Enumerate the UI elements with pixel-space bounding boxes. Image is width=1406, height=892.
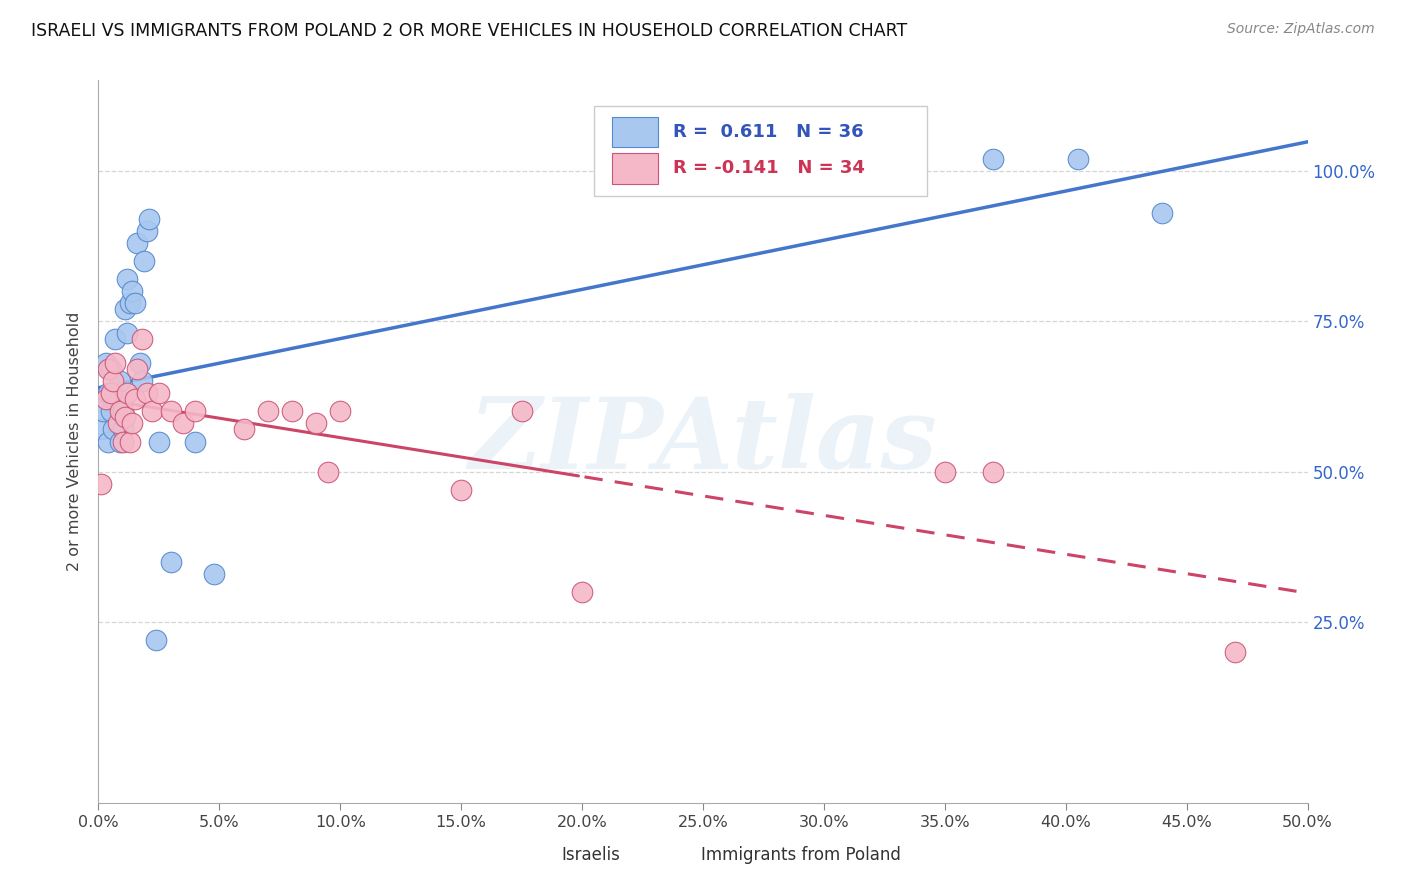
Point	[121, 417, 143, 431]
Point	[510, 404, 533, 418]
Point	[450, 483, 472, 497]
Point	[108, 404, 131, 418]
Point	[108, 374, 131, 388]
Point	[107, 417, 129, 431]
Point	[232, 422, 254, 436]
Point	[97, 386, 120, 401]
Point	[91, 404, 114, 418]
Point	[94, 356, 117, 370]
Point	[111, 422, 134, 436]
Point	[104, 332, 127, 346]
Text: ZIPAtlas: ZIPAtlas	[468, 393, 938, 490]
Point	[111, 434, 134, 449]
Point	[124, 392, 146, 407]
Text: R = -0.141   N = 34: R = -0.141 N = 34	[672, 160, 865, 178]
Point	[131, 374, 153, 388]
Point	[124, 296, 146, 310]
Point	[107, 392, 129, 407]
Point	[118, 434, 141, 449]
FancyBboxPatch shape	[527, 844, 554, 865]
Point	[184, 434, 207, 449]
FancyBboxPatch shape	[613, 117, 658, 147]
Point	[256, 404, 278, 418]
Point	[160, 555, 183, 569]
Point	[148, 386, 170, 401]
Text: ISRAELI VS IMMIGRANTS FROM POLAND 2 OR MORE VEHICLES IN HOUSEHOLD CORRELATION CH: ISRAELI VS IMMIGRANTS FROM POLAND 2 OR M…	[31, 22, 907, 40]
Point	[329, 404, 352, 418]
Point	[134, 253, 156, 268]
Point	[114, 410, 136, 425]
Point	[100, 404, 122, 418]
Text: Israelis: Israelis	[561, 846, 620, 863]
Point	[117, 272, 139, 286]
Point	[94, 392, 117, 407]
Point	[100, 362, 122, 376]
Point	[141, 404, 163, 418]
Point	[118, 296, 141, 310]
Y-axis label: 2 or more Vehicles in Household: 2 or more Vehicles in Household	[67, 312, 83, 571]
Point	[97, 434, 120, 449]
Point	[571, 585, 593, 599]
Point	[145, 633, 167, 648]
Point	[204, 567, 226, 582]
Point	[131, 332, 153, 346]
FancyBboxPatch shape	[613, 153, 658, 184]
Point	[281, 404, 304, 418]
Point	[305, 417, 328, 431]
Point	[90, 422, 112, 436]
Point	[934, 465, 956, 479]
Point	[160, 404, 183, 418]
Point	[138, 211, 160, 226]
FancyBboxPatch shape	[666, 844, 693, 865]
Point	[172, 417, 194, 431]
Point	[104, 356, 127, 370]
Text: R =  0.611   N = 36: R = 0.611 N = 36	[672, 123, 863, 141]
Point	[117, 386, 139, 401]
Point	[114, 301, 136, 316]
Point	[127, 362, 149, 376]
Point	[121, 284, 143, 298]
Point	[101, 374, 124, 388]
Point	[128, 356, 150, 370]
Point	[981, 465, 1004, 479]
Point	[184, 404, 207, 418]
Point	[127, 235, 149, 250]
Point	[101, 422, 124, 436]
Point	[117, 326, 139, 340]
Point	[97, 362, 120, 376]
Point	[981, 152, 1004, 166]
FancyBboxPatch shape	[595, 105, 927, 196]
Point	[148, 434, 170, 449]
Point	[1152, 205, 1174, 219]
Point	[108, 434, 131, 449]
Text: Source: ZipAtlas.com: Source: ZipAtlas.com	[1227, 22, 1375, 37]
Point	[101, 392, 124, 407]
Text: Immigrants from Poland: Immigrants from Poland	[700, 846, 900, 863]
Point	[100, 386, 122, 401]
Point	[1067, 152, 1090, 166]
Point	[135, 386, 157, 401]
Point	[1223, 645, 1246, 659]
Point	[90, 476, 112, 491]
Point	[111, 404, 134, 418]
Point	[135, 224, 157, 238]
Point	[316, 465, 339, 479]
